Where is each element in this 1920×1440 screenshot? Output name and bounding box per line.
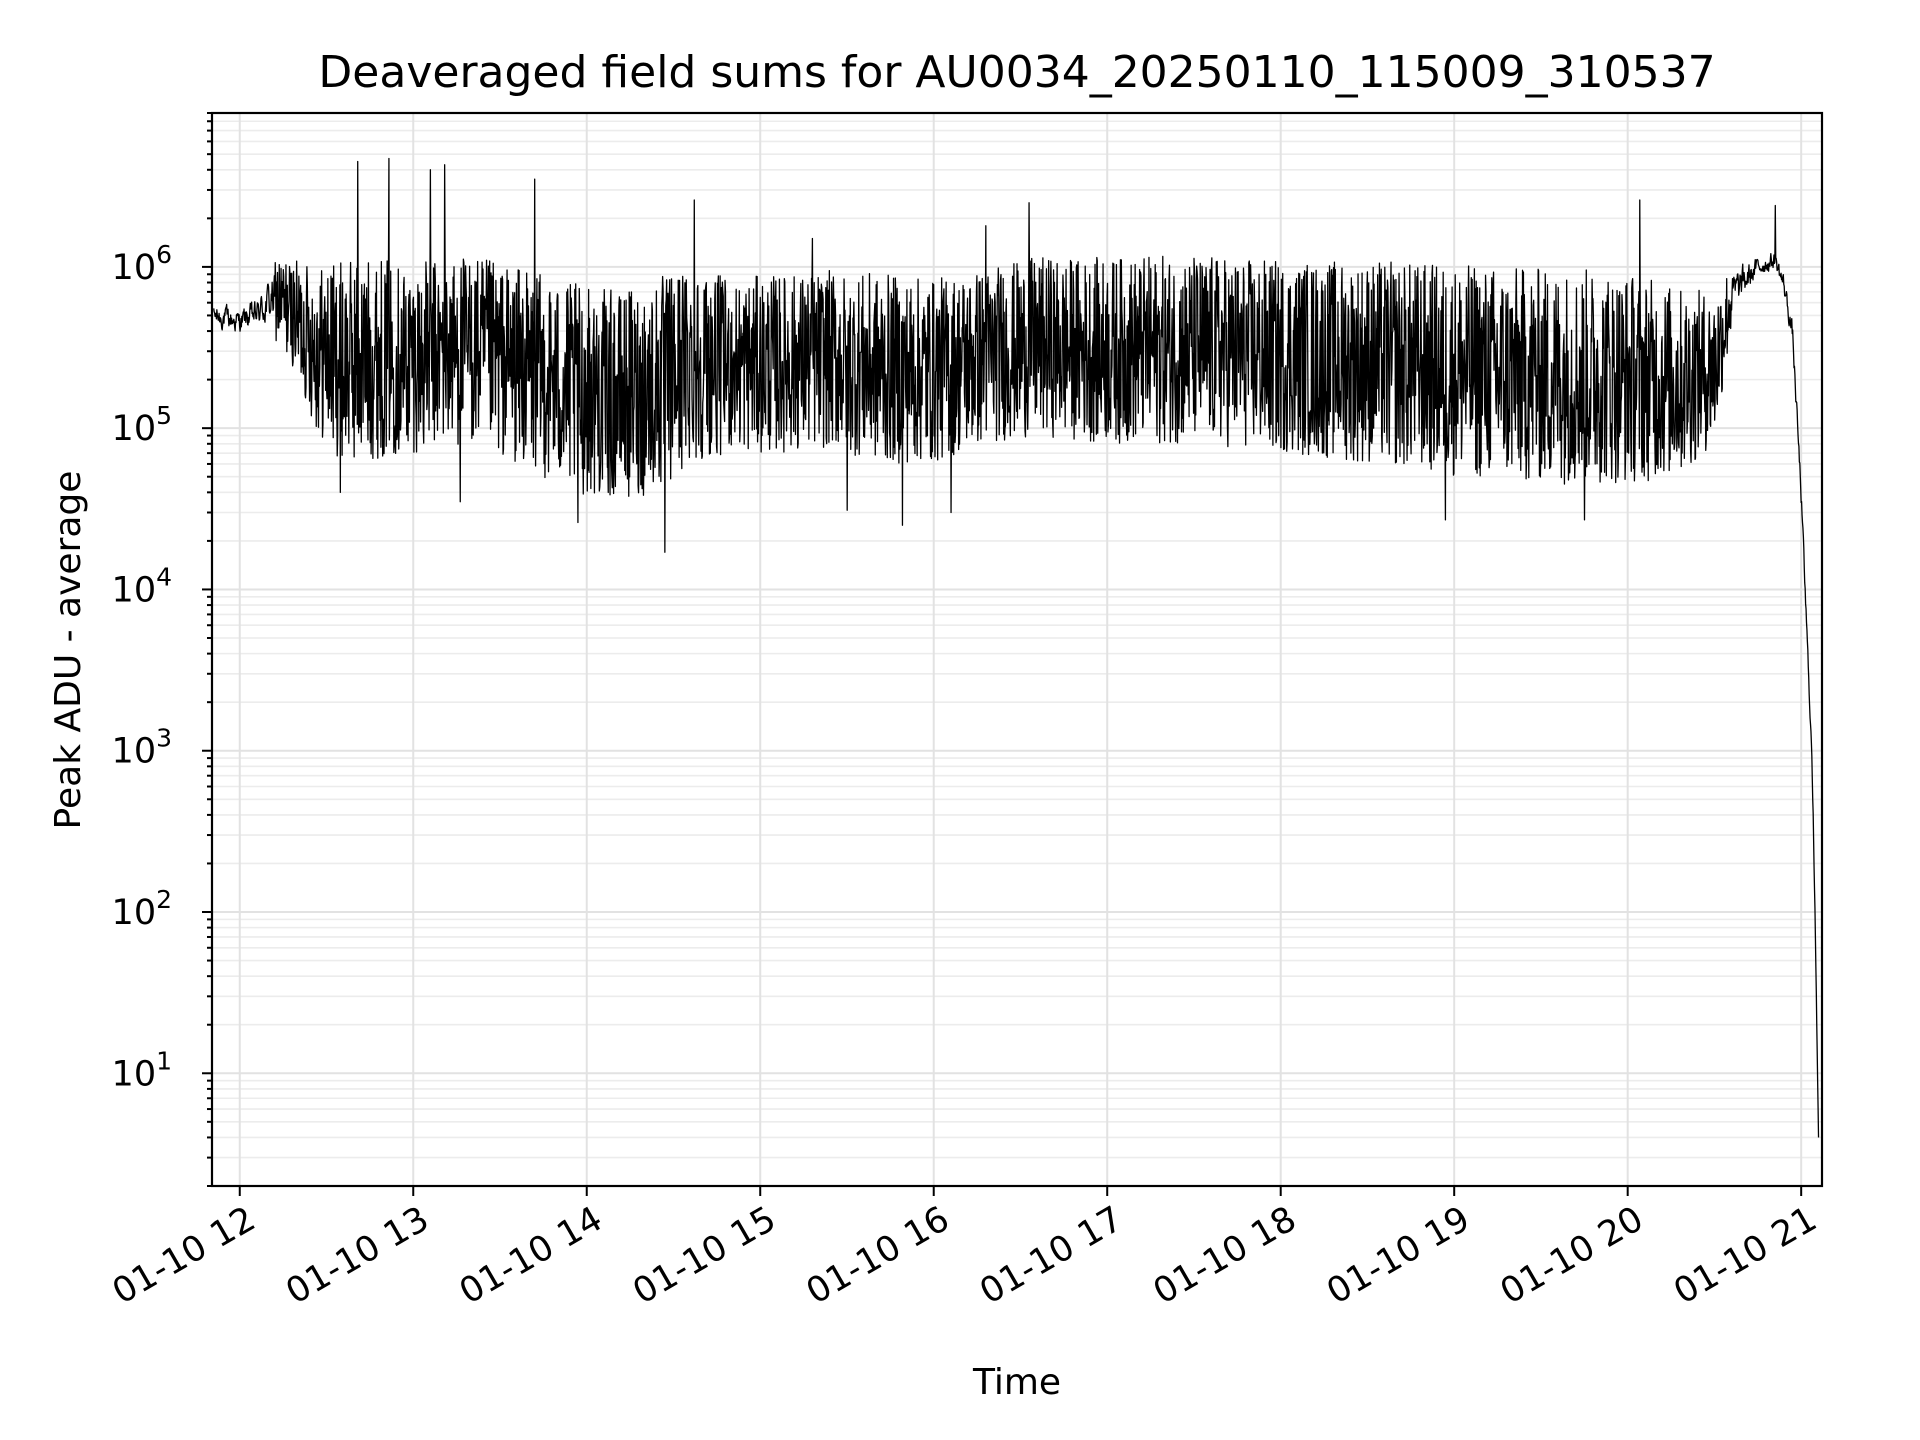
y-tick-label: 105 (112, 401, 172, 449)
y-tick-label: 106 (112, 240, 172, 288)
y-tick-label: 104 (112, 562, 172, 610)
y-tick-label: 103 (112, 724, 172, 772)
series-layer (213, 157, 1820, 1138)
plot-frame (210, 111, 1824, 1188)
y-tick-label: 101 (112, 1046, 172, 1094)
x-axis-label: Time (972, 1362, 1061, 1403)
ticks (202, 112, 1803, 1196)
chart-title: Deaveraged field sums for AU0034_2025011… (318, 47, 1715, 98)
y-tick-labels: 101 102 103 104 105 106 (112, 240, 172, 1094)
series-line (213, 157, 1820, 1138)
y-axis-label: Peak ADU - average (48, 471, 89, 830)
grid (212, 112, 1822, 1187)
y-tick-label: 102 (112, 885, 172, 933)
